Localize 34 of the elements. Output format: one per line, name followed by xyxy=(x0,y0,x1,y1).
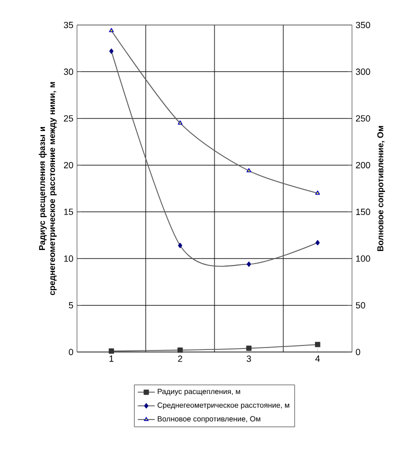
y2-axis-title: Волновое сопротивление, Ом xyxy=(377,126,385,252)
y2-tick-label: 0 xyxy=(356,348,360,356)
point xyxy=(177,347,183,353)
y2-tick-label: 250 xyxy=(356,115,370,122)
y-tick-label: 15 xyxy=(64,208,74,215)
point xyxy=(109,48,114,54)
y2-tick-label: 300 xyxy=(356,68,370,75)
y-tick-label: 25 xyxy=(64,115,74,122)
point xyxy=(246,168,252,172)
point xyxy=(314,342,320,348)
y2-tick-label: 100 xyxy=(356,255,370,262)
point xyxy=(246,346,252,351)
x-tick-label: 3 xyxy=(246,356,251,362)
y2-tick-label: 350 xyxy=(356,22,370,28)
y-tick-label: 0 xyxy=(68,348,74,356)
point xyxy=(178,242,182,248)
point xyxy=(108,348,114,354)
y-axis-title: Радиус расщепления фазы и среднегеометрическое расстояние между ними, м xyxy=(38,82,57,296)
y2-tick-label: 50 xyxy=(356,302,366,308)
y-tick-label: 5 xyxy=(68,302,74,308)
x-tick-label: 1 xyxy=(110,356,114,362)
y-tick-label: 30 xyxy=(64,68,74,75)
point xyxy=(246,262,251,267)
point xyxy=(178,120,182,125)
point xyxy=(315,190,320,195)
x-tick-label: 4 xyxy=(315,356,320,362)
y2-tick-label: 150 xyxy=(356,208,370,216)
y2-tick-label: 200 xyxy=(356,162,370,168)
y-tick-label: 35 xyxy=(64,22,74,28)
y-tick-label: 20 xyxy=(64,162,74,168)
y-tick-label: 10 xyxy=(64,255,74,262)
x-tick-label: 2 xyxy=(178,356,182,362)
point xyxy=(109,28,114,32)
point xyxy=(316,240,320,246)
